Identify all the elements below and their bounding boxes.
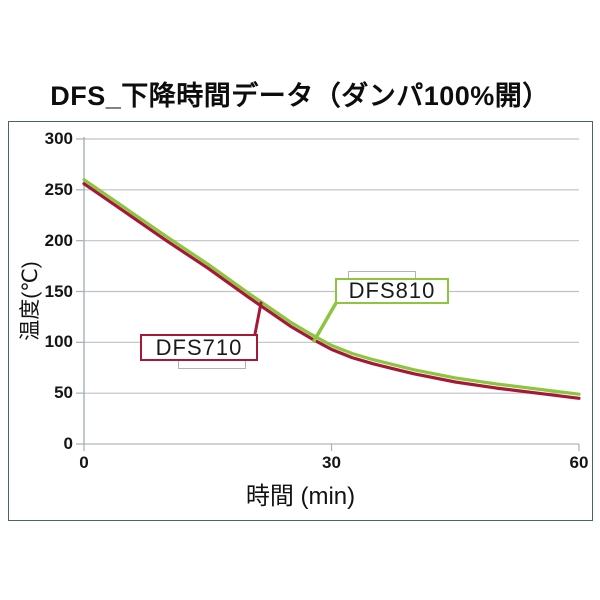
- y-tick-label-50: 50: [54, 383, 73, 403]
- callout-bracket-dfs710: [178, 361, 246, 369]
- y-tick-label-200: 200: [44, 230, 73, 250]
- y-tick-label-100: 100: [44, 332, 73, 352]
- leader-line-dfs810: [312, 301, 338, 343]
- series-line-dfs810: [82, 178, 581, 396]
- x-tick-label-60: 60: [569, 453, 589, 472]
- chart-frame: 温度(℃) 時間 (min) DFS810 DFS710 0 50 100 150 20…: [8, 121, 593, 521]
- y-tick-label-150: 150: [44, 281, 73, 301]
- y-tick-label-250: 250: [44, 179, 73, 199]
- series-label-dfs810: DFS810: [335, 278, 449, 304]
- series-label-dfs710: DFS710: [140, 334, 258, 361]
- x-tick-label-0: 0: [79, 453, 89, 472]
- x-tick-label-30: 30: [322, 453, 341, 472]
- callout-bracket-dfs810: [348, 271, 416, 279]
- x-axis-title: 時間 (min): [245, 483, 356, 510]
- plot-svg: [76, 137, 581, 451]
- page-title: DFS_下降時間データ（ダンパ100%開）: [50, 81, 550, 111]
- y-tick-label-0: 0: [63, 434, 73, 453]
- leader-line-dfs710: [253, 301, 263, 336]
- series-line-dfs710: [82, 182, 581, 400]
- y-tick-label-300: 300: [44, 129, 73, 148]
